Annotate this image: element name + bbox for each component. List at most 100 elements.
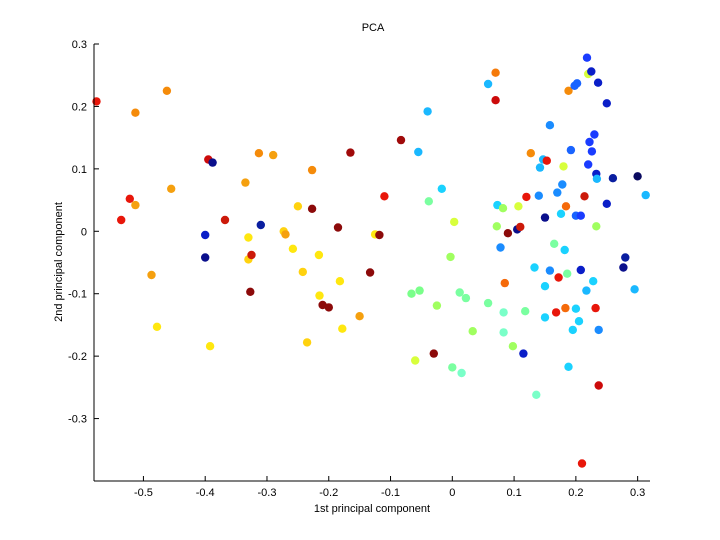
scatter-point-32 <box>315 291 324 300</box>
scatter-point-81 <box>530 263 539 272</box>
y-axis-ticks: -0.3 -0.2 -0.1 0 0.1 0.2 0.3 <box>68 39 99 426</box>
scatter-point-59 <box>461 293 471 303</box>
scatter-point-38 <box>346 148 355 157</box>
scatter-point-45 <box>407 289 416 298</box>
x-tick-label-7: 0.2 <box>568 487 583 499</box>
scatter-point-95 <box>554 273 563 282</box>
scatter-point-97 <box>558 180 567 189</box>
scatter-point-8 <box>167 184 176 193</box>
scatter-point-13 <box>208 158 217 167</box>
scatter-point-105 <box>566 145 576 155</box>
scatter-point-116 <box>582 286 591 295</box>
scatter-point-131 <box>594 381 603 390</box>
scatter-point-130 <box>594 325 603 335</box>
scatter-point-73 <box>508 342 518 351</box>
scatter-point-68 <box>498 204 508 213</box>
scatter-point-100 <box>561 303 570 313</box>
scatter-point-137 <box>630 285 639 294</box>
scatter-point-9 <box>201 230 210 240</box>
scatter-point-2 <box>125 194 134 203</box>
x-tick-label-5: 0 <box>449 487 455 499</box>
scatter-point-111 <box>574 317 584 326</box>
scatter-point-37 <box>338 324 347 333</box>
scatter-point-3 <box>131 108 140 117</box>
scatter-point-46 <box>411 356 420 365</box>
scatter-point-49 <box>423 107 432 116</box>
scatter-point-55 <box>448 363 457 372</box>
scatter-point-82 <box>532 390 541 399</box>
scatter-point-125 <box>591 303 600 313</box>
scatter-point-103 <box>564 86 573 96</box>
scatter-point-93 <box>551 308 561 317</box>
scatter-point-110 <box>572 79 582 88</box>
axis-frame <box>93 44 650 482</box>
x-tick-label-8: 0.3 <box>630 487 645 499</box>
scatter-point-134 <box>608 174 618 183</box>
scatter-point-115 <box>580 192 589 201</box>
scatter-point-117 <box>582 53 592 62</box>
scatter-point-58 <box>457 368 466 378</box>
scatter-point-25 <box>288 244 298 253</box>
scatter-point-52 <box>432 301 442 310</box>
scatter-point-83 <box>534 191 543 200</box>
scatter-point-76 <box>516 222 525 232</box>
scatter-point-36 <box>335 277 345 286</box>
scatter-point-113 <box>576 211 585 220</box>
scatter-point-60 <box>468 327 477 336</box>
scatter-point-30 <box>307 204 317 213</box>
scatter-point-12 <box>205 342 215 351</box>
scatter-point-34 <box>324 303 333 312</box>
scatter-point-18 <box>246 287 255 296</box>
scatter-point-119 <box>584 160 593 169</box>
x-tick-label-4: -0.1 <box>381 487 400 499</box>
scatter-point-114 <box>577 459 587 468</box>
x-tick-label-0: -0.5 <box>134 487 153 499</box>
scatter-point-112 <box>576 265 585 275</box>
scatter-point-15 <box>241 178 250 187</box>
scatter-point-77 <box>519 349 528 358</box>
scatter-point-78 <box>521 307 530 316</box>
scatter-point-27 <box>298 267 307 277</box>
scatter-point-89 <box>542 156 551 165</box>
scatter-point-1 <box>117 215 126 225</box>
scatter-point-63 <box>491 96 500 105</box>
scatter-point-128 <box>592 174 602 183</box>
scatter-point-31 <box>314 250 324 260</box>
y-tick-label-4: 0.1 <box>72 164 87 176</box>
scatter-point-51 <box>429 349 438 358</box>
scatter-point-94 <box>553 188 562 197</box>
scatter-point-21 <box>256 220 265 230</box>
scatter-point-20 <box>254 149 264 158</box>
scatter-point-71 <box>500 278 509 288</box>
scatter-point-44 <box>396 135 406 145</box>
chart-title: PCA <box>362 22 385 34</box>
scatter-point-43 <box>380 192 389 201</box>
x-tick-label-3: -0.2 <box>319 487 338 499</box>
y-tick-label-1: -0.2 <box>68 351 87 363</box>
scatter-point-84 <box>535 163 545 172</box>
scatter-point-64 <box>491 68 500 77</box>
y-tick-label-5: 0.2 <box>72 101 87 113</box>
scatter-point-22 <box>269 150 278 160</box>
scatter-point-7 <box>162 86 172 96</box>
scatter-point-6 <box>152 322 162 331</box>
scatter-point-62 <box>483 298 493 308</box>
scatter-point-42 <box>375 230 384 240</box>
scatter-point-122 <box>587 147 597 156</box>
scatter-point-79 <box>522 192 531 202</box>
scatter-point-69 <box>499 308 508 317</box>
scatter-point-39 <box>355 312 364 321</box>
y-tick-label-3: 0 <box>81 226 87 238</box>
scatter-point-126 <box>592 222 601 231</box>
scatter-point-129 <box>593 78 603 87</box>
x-axis-ticks: -0.5 -0.4 -0.3 -0.2 -0.1 0 0.1 0.2 0.3 <box>134 476 645 499</box>
scatter-point-86 <box>540 213 550 222</box>
y-tick-label-2: -0.1 <box>68 289 87 301</box>
scatter-point-102 <box>563 269 572 278</box>
scatter-point-124 <box>590 130 599 139</box>
scatter-point-104 <box>564 362 573 371</box>
scatter-point-138 <box>633 172 642 181</box>
scatter-point-4 <box>131 200 140 210</box>
scatter-point-56 <box>450 217 459 227</box>
